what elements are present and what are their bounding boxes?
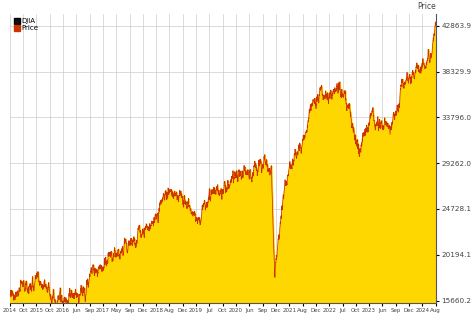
Legend: DJIA, Price: DJIA, Price [13, 18, 39, 32]
Text: Price: Price [417, 2, 436, 11]
